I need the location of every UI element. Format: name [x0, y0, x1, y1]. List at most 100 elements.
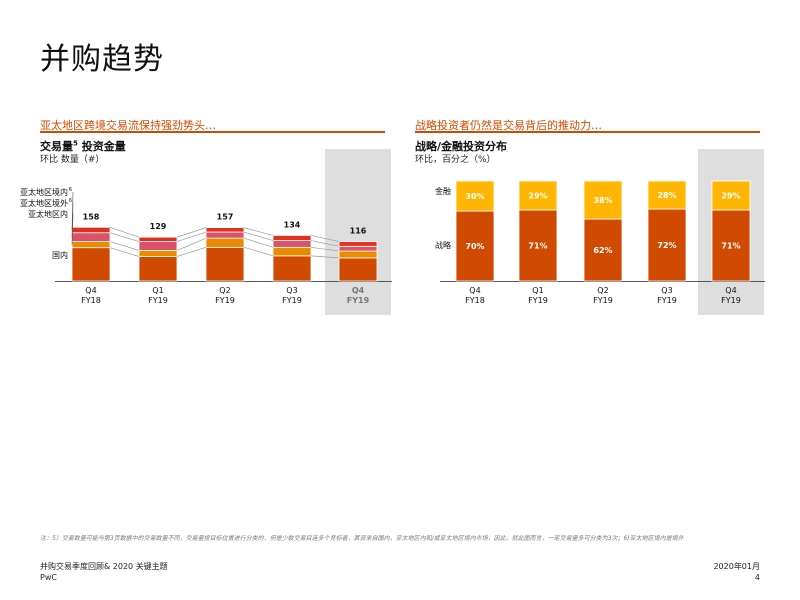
- x-tick-quarter-3: Q2: [219, 286, 230, 295]
- connector-line: [243, 237, 274, 248]
- bar-segment-亚太地区内-1: [71, 241, 111, 249]
- connector-line: [109, 232, 140, 242]
- legend-leader-line: [71, 213, 74, 245]
- bar-segment-亚太地区境内-2: [138, 236, 178, 242]
- investor-distribution-chart: 70%30%Q4FY1871%29%Q1FY1962%38%Q2FY1972%2…: [435, 149, 765, 315]
- total-label-1: 158: [83, 212, 100, 221]
- data-label-战略-1: 70%: [465, 242, 484, 251]
- x-tick-quarter-4: Q3: [286, 286, 297, 295]
- right-chart-title: 战略/金融投资分布: [415, 140, 508, 153]
- connector-line: [310, 240, 340, 247]
- bar-segment-亚太地区境外-1: [71, 232, 111, 242]
- bar-segment-国内-3: [205, 246, 245, 282]
- bar-segment-金融-4: [647, 180, 687, 210]
- bar-segment-亚太地区境外-3: [205, 231, 245, 239]
- data-label-金融-2: 29%: [528, 192, 547, 201]
- data-label-金融-4: 28%: [657, 191, 676, 200]
- footer-left: 并购交易季度回顾& 2020 关键主题 PwC: [40, 561, 168, 583]
- x-tick-fiscal-5: FY19: [347, 296, 370, 305]
- footer-brand: PwC: [40, 573, 57, 582]
- bar-segment-亚太地区境外-2: [138, 241, 178, 251]
- footer-right: 2020年01月 4: [713, 561, 760, 583]
- bar-segment-国内-5: [338, 257, 378, 282]
- total-label-4: 134: [284, 220, 301, 229]
- total-label-2: 129: [150, 222, 167, 231]
- legend-label-2: 亚太地区境外: [20, 198, 68, 208]
- x-tick-fiscal-2: FY19: [148, 296, 168, 305]
- x-tick-quarter-5: Q4: [352, 286, 365, 295]
- data-label-金融-1: 30%: [465, 192, 484, 201]
- bar-segment-金融-2: [518, 180, 558, 211]
- left-section-heading: 亚太地区跨境交易流保持强劲势头…: [40, 119, 216, 132]
- legend-label-3: 亚太地区境内: [20, 187, 68, 197]
- legend-label-financial: 金融: [435, 186, 451, 196]
- bar-segment-亚太地区境内-1: [71, 226, 111, 234]
- connector-line: [176, 247, 207, 257]
- bar-segment-战略-1: [455, 210, 495, 282]
- x-tick-quarter-4: Q3: [661, 286, 672, 295]
- footer-page-number: 4: [754, 573, 760, 582]
- total-label-3: 157: [217, 213, 234, 222]
- connector-line: [243, 231, 274, 241]
- deal-volume-chart: 158Q4FY18129Q1FY19157Q2FY19134Q3FY19116Q…: [20, 149, 392, 315]
- x-tick-quarter-3: Q2: [597, 286, 608, 295]
- bar-segment-金融-3: [583, 180, 623, 220]
- bar-segment-亚太地区境内-4: [272, 235, 312, 241]
- legend-label-1: 亚太地区内: [28, 209, 68, 219]
- x-tick-fiscal-1: FY18: [465, 296, 485, 305]
- x-tick-quarter-1: Q4: [85, 286, 96, 295]
- bar-segment-金融-1: [455, 180, 495, 212]
- x-tick-quarter-2: Q1: [532, 286, 543, 295]
- bar-segment-亚太地区境外-5: [338, 245, 378, 252]
- connector-line: [310, 255, 340, 259]
- connector-line: [176, 231, 207, 242]
- bar-segment-亚太地区境外-4: [272, 240, 312, 248]
- legend-label-sup-2: 6: [69, 198, 72, 204]
- data-label-战略-3: 62%: [593, 246, 612, 255]
- highlight-panel: [325, 149, 391, 315]
- data-label-战略-5: 71%: [721, 242, 740, 251]
- connector-line: [109, 226, 140, 238]
- connector-line: [310, 235, 340, 242]
- footer-date: 2020年01月: [713, 562, 760, 571]
- x-tick-fiscal-4: FY19: [657, 296, 677, 305]
- bar-segment-战略-2: [518, 209, 558, 282]
- legend-label-strategic: 战略: [435, 240, 451, 250]
- bar-segment-国内-2: [138, 256, 178, 282]
- x-tick-fiscal-1: FY18: [81, 296, 101, 305]
- footer-report-title: 并购交易季度回顾& 2020 关键主题: [40, 562, 168, 571]
- connector-line: [310, 246, 340, 252]
- data-label-战略-4: 72%: [657, 241, 676, 250]
- right-section-heading: 战略投资者仍然是交易背后的推动力…: [415, 119, 602, 132]
- right-section-rule: [415, 131, 760, 133]
- x-tick-quarter-1: Q4: [469, 286, 480, 295]
- bar-segment-国内-1: [71, 247, 111, 282]
- x-tick-fiscal-2: FY19: [528, 296, 548, 305]
- x-tick-quarter-5: Q4: [725, 286, 736, 295]
- bar-segment-亚太地区境内-5: [338, 241, 378, 247]
- x-tick-fiscal-5: FY19: [721, 296, 741, 305]
- bar-segment-亚太地区内-2: [138, 250, 178, 257]
- x-tick-fiscal-3: FY19: [593, 296, 613, 305]
- legend-label-0: 国内: [52, 250, 68, 260]
- right-chart-subtitle: 环比，百分之（%）: [415, 155, 496, 165]
- connector-line: [176, 237, 207, 251]
- connector-line: [109, 247, 140, 257]
- connector-line: [243, 227, 274, 236]
- connector-line: [243, 247, 274, 257]
- total-label-5: 116: [350, 227, 367, 236]
- bar-segment-亚太地区内-5: [338, 250, 378, 259]
- bar-segment-金融-5: [711, 180, 751, 211]
- footnote: 注：5）交易数量可能与第3页数据中的交易数量不同，交易量按目标位置进行分类的，但…: [40, 535, 684, 542]
- x-tick-fiscal-4: FY19: [282, 296, 302, 305]
- x-tick-fiscal-3: FY19: [215, 296, 235, 305]
- data-label-金融-3: 38%: [593, 196, 612, 205]
- bar-segment-战略-5: [711, 209, 751, 282]
- connector-line: [109, 241, 140, 251]
- x-tick-quarter-2: Q1: [152, 286, 163, 295]
- bar-segment-国内-4: [272, 255, 312, 282]
- connector-line: [176, 227, 207, 238]
- legend-label-sup-3: 6: [69, 187, 72, 193]
- page-title: 并购趋势: [40, 42, 164, 77]
- bar-segment-亚太地区境内-3: [205, 227, 245, 233]
